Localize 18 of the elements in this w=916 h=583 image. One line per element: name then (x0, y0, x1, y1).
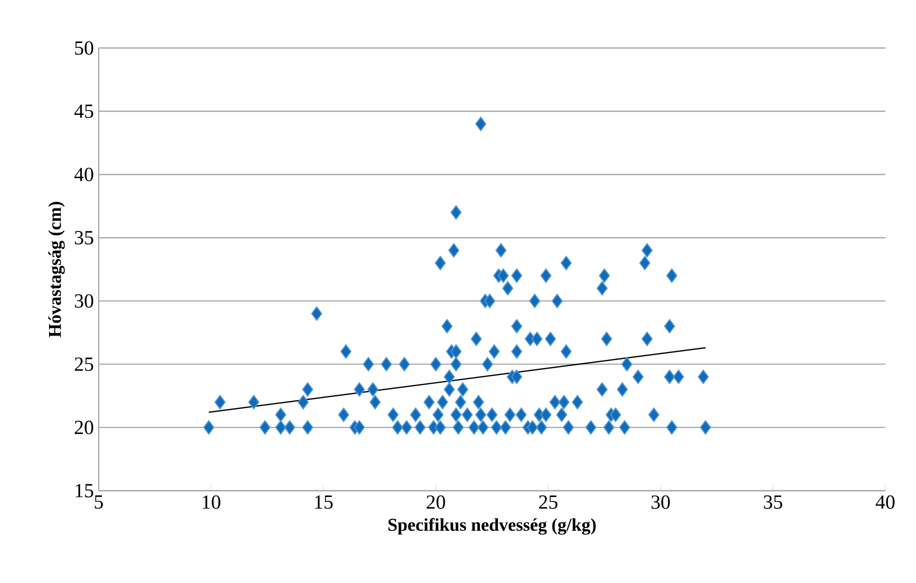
x-tick-label: 25 (539, 496, 558, 509)
x-tick-label: 15 (315, 496, 333, 509)
x-tick-label: 40 (876, 496, 895, 510)
x-tick-label: 5 (94, 496, 103, 509)
x-axis-title: Specifikus nedvesség (g/kg) (388, 518, 596, 535)
x-tick-label: 30 (652, 496, 670, 510)
x-tick-label: 10 (202, 496, 220, 510)
y-tick-label: 15 (76, 484, 94, 498)
y-tick-label: 20 (74, 420, 94, 434)
y-tick-label: 50 (75, 41, 94, 55)
y-tick-label: 35 (74, 231, 94, 245)
y-tick-label: 45 (74, 104, 94, 118)
x-tick-label: 35 (764, 496, 782, 509)
x-tick-label: 20 (426, 496, 446, 510)
y-tick-label: 30 (74, 294, 94, 308)
y-tick-label: 25 (74, 358, 94, 372)
y-tick-label: 40 (74, 168, 94, 182)
y-axis-title: Hóvastagság (cm) (48, 202, 65, 338)
